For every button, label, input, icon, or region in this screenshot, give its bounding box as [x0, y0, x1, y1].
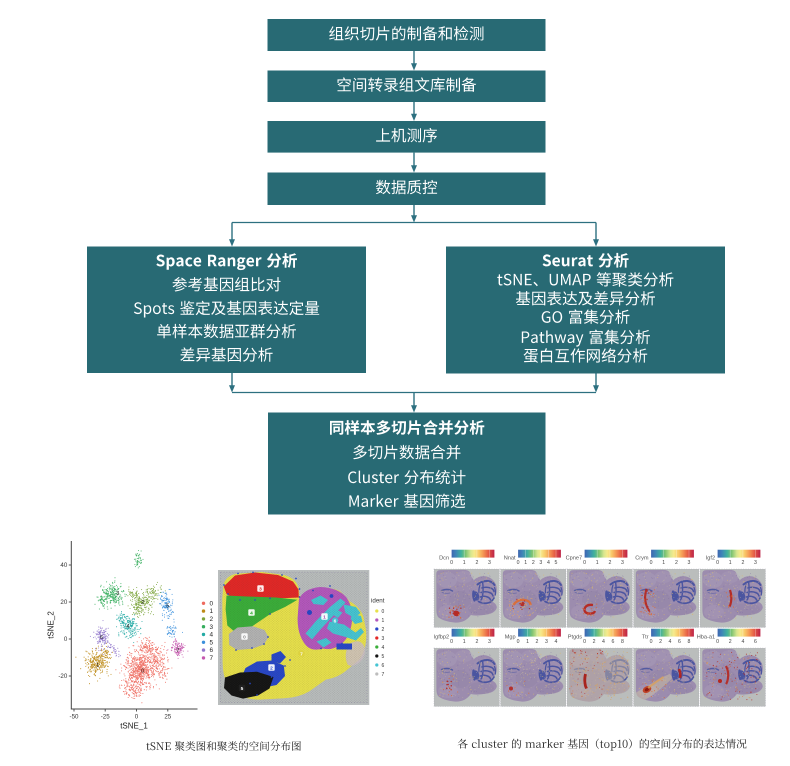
- svg-text:3: 3: [539, 560, 542, 566]
- svg-text:6: 6: [754, 639, 757, 645]
- svg-text:2: 2: [729, 639, 732, 645]
- svg-text:Ttr: Ttr: [642, 634, 649, 640]
- svg-text:2: 2: [532, 560, 535, 566]
- svg-text:1: 1: [463, 639, 466, 645]
- svg-text:3: 3: [754, 560, 757, 566]
- svg-text:2: 2: [382, 627, 385, 633]
- svg-text:1: 1: [463, 560, 466, 566]
- svg-text:0: 0: [650, 639, 653, 645]
- svg-text:2: 2: [536, 639, 539, 645]
- svg-text:20: 20: [60, 599, 67, 606]
- svg-text:3: 3: [116, 591, 119, 597]
- svg-text:Nnat: Nnat: [504, 555, 516, 561]
- svg-text:2: 2: [741, 560, 744, 566]
- svg-text:tSNE_1: tSNE_1: [120, 722, 148, 731]
- svg-text:-25: -25: [101, 714, 111, 721]
- svg-text:6: 6: [382, 663, 385, 669]
- svg-text:5: 5: [555, 560, 558, 566]
- svg-text:6: 6: [612, 639, 615, 645]
- svg-text:0: 0: [382, 609, 385, 615]
- svg-text:2: 2: [675, 560, 678, 566]
- svg-text:2: 2: [141, 600, 144, 606]
- svg-text:6: 6: [334, 618, 337, 624]
- svg-text:5: 5: [241, 686, 244, 692]
- svg-text:Dcn: Dcn: [439, 555, 449, 561]
- svg-text:3: 3: [382, 636, 385, 642]
- svg-text:1: 1: [526, 639, 529, 645]
- svg-text:25: 25: [164, 714, 171, 721]
- svg-text:1: 1: [596, 560, 599, 566]
- svg-text:2: 2: [659, 639, 662, 645]
- svg-text:0: 0: [450, 639, 453, 645]
- svg-text:0: 0: [517, 639, 520, 645]
- svg-text:40: 40: [60, 562, 67, 569]
- svg-text:0: 0: [450, 560, 453, 566]
- svg-text:Hba-a1: Hba-a1: [697, 634, 715, 640]
- svg-text:6: 6: [100, 635, 103, 641]
- svg-text:4: 4: [210, 632, 214, 639]
- svg-text:0: 0: [243, 634, 246, 640]
- svg-text:2: 2: [475, 639, 478, 645]
- svg-text:1: 1: [729, 560, 732, 566]
- svg-text:0: 0: [141, 669, 144, 675]
- svg-text:-20: -20: [58, 673, 68, 680]
- svg-text:3: 3: [688, 560, 691, 566]
- svg-text:0: 0: [716, 560, 719, 566]
- svg-text:6: 6: [210, 647, 214, 654]
- svg-text:Crym: Crym: [635, 555, 649, 561]
- svg-text:1: 1: [524, 560, 527, 566]
- svg-text:2: 2: [608, 560, 611, 566]
- svg-text:0: 0: [517, 560, 520, 566]
- svg-text:2: 2: [210, 616, 214, 623]
- svg-text:tSNE_2: tSNE_2: [47, 611, 56, 639]
- svg-text:4: 4: [741, 639, 744, 645]
- svg-text:1: 1: [323, 614, 326, 620]
- svg-text:0: 0: [650, 560, 653, 566]
- svg-text:5: 5: [382, 654, 385, 660]
- svg-text:3: 3: [488, 639, 491, 645]
- svg-text:0: 0: [135, 714, 139, 721]
- svg-text:1: 1: [662, 560, 665, 566]
- svg-text:Igfbp2: Igfbp2: [434, 634, 450, 640]
- svg-text:0: 0: [583, 560, 586, 566]
- svg-text:5: 5: [166, 604, 169, 610]
- svg-text:6: 6: [678, 639, 681, 645]
- svg-text:4: 4: [547, 560, 550, 566]
- svg-text:4: 4: [669, 639, 672, 645]
- svg-text:-50: -50: [70, 714, 80, 721]
- svg-text:8: 8: [688, 639, 691, 645]
- svg-text:4: 4: [250, 610, 253, 616]
- svg-text:Ptgds: Ptgds: [568, 634, 583, 640]
- svg-text:Cpne7: Cpne7: [566, 555, 582, 561]
- svg-text:4: 4: [382, 645, 385, 651]
- svg-text:4: 4: [602, 639, 605, 645]
- svg-text:5: 5: [210, 639, 214, 646]
- svg-text:8: 8: [621, 639, 624, 645]
- svg-text:0: 0: [583, 639, 586, 645]
- svg-text:2: 2: [270, 665, 273, 671]
- svg-text:1: 1: [382, 618, 385, 624]
- svg-text:7: 7: [210, 655, 214, 662]
- svg-text:ident: ident: [371, 598, 385, 605]
- svg-text:4: 4: [555, 639, 558, 645]
- svg-text:7: 7: [176, 648, 179, 654]
- svg-text:4: 4: [126, 624, 129, 630]
- svg-text:3: 3: [259, 586, 262, 592]
- svg-text:2: 2: [593, 639, 596, 645]
- svg-text:7: 7: [300, 651, 303, 657]
- svg-text:7: 7: [382, 672, 385, 678]
- svg-text:3: 3: [488, 560, 491, 566]
- svg-text:2: 2: [475, 560, 478, 566]
- svg-text:3: 3: [545, 639, 548, 645]
- svg-text:0: 0: [210, 600, 214, 607]
- svg-text:3: 3: [210, 624, 214, 631]
- svg-text:0: 0: [716, 639, 719, 645]
- svg-text:3: 3: [621, 560, 624, 566]
- svg-text:Igf2: Igf2: [706, 555, 715, 561]
- svg-text:1: 1: [210, 608, 214, 615]
- svg-text:0: 0: [64, 636, 68, 643]
- svg-text:Mgp: Mgp: [505, 634, 516, 640]
- svg-text:1: 1: [96, 663, 99, 669]
